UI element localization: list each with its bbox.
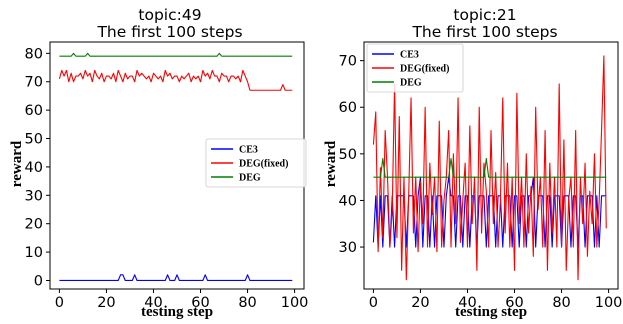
x-tick-label: 40 (458, 295, 476, 311)
y-tick-label: 30 (25, 188, 43, 204)
y-tick-label: 40 (339, 193, 357, 209)
series-line-ce3 (59, 274, 293, 282)
legend: CE3 DEG(fixed) DEG (205, 138, 307, 188)
chart-subtitle: The first 100 steps (96, 23, 242, 41)
y-tick-label: 60 (25, 103, 43, 119)
y-tick-label: 40 (25, 160, 43, 176)
legend-label: DEG(fixed) (400, 64, 449, 75)
x-tick-label: 100 (595, 295, 623, 311)
plot-area: 0 20 40 60 80 100 0 10 20 30 40 50 60 70 80 CE3 DEG(fixe… (25, 41, 309, 311)
legend-label: DEG(fixed) (239, 159, 288, 170)
x-tick-label: 80 (238, 295, 256, 311)
x-tick-label: 80 (552, 295, 570, 311)
series-line-deg-fixed (372, 55, 607, 281)
chart-panel-topic-49: topic:49 The first 100 steps 0 20 40 60 80 10… (9, 6, 308, 320)
x-tick-label: 20 (97, 295, 115, 311)
y-tick-label: 0 (34, 273, 43, 289)
series-line-deg-fixed (58, 69, 293, 91)
x-axis-label: testing step (141, 304, 213, 320)
x-tick-label: 60 (191, 295, 209, 311)
y-tick-label: 80 (25, 46, 43, 62)
legend: CE3 DEG(fixed) DEG (366, 43, 464, 93)
chart-panel-topic-21: topic:21 The first 100 steps 0 20 40 60 80 10… (323, 6, 622, 320)
y-axis-label: reward (323, 140, 339, 187)
y-tick-label: 30 (339, 240, 357, 256)
y-tick-label: 50 (25, 132, 43, 148)
legend-label: DEG (400, 78, 422, 89)
legend-box (205, 138, 307, 188)
y-axis-label: reward (9, 140, 25, 187)
chart-title: topic:21 (453, 6, 516, 24)
y-tick-label: 10 (25, 245, 43, 261)
x-tick-label: 40 (144, 295, 162, 311)
legend-label: CE3 (400, 50, 419, 61)
chart-subtitle: The first 100 steps (411, 23, 557, 41)
legend-label: CE3 (239, 145, 258, 156)
x-tick-label: 60 (505, 295, 523, 311)
y-tick-label: 20 (25, 217, 43, 233)
y-tick-label: 50 (339, 147, 357, 163)
plot-area: 0 20 40 60 80 100 30 40 50 60 70 CE3 DEG(fixed) DEG (339, 41, 623, 311)
x-tick-label: 20 (411, 295, 429, 311)
x-axis-label: testing step (455, 304, 527, 320)
series-line-deg (59, 52, 293, 57)
legend-box (366, 43, 464, 93)
series-line-deg (373, 157, 607, 178)
x-tick-label: 0 (369, 295, 378, 311)
chart-title: topic:49 (138, 6, 201, 24)
y-tick-label: 70 (339, 54, 357, 70)
x-tick-label: 100 (281, 295, 309, 311)
legend-label: DEG (239, 173, 261, 184)
axes-frame (363, 41, 619, 290)
y-tick-label: 60 (339, 100, 357, 116)
y-tick-label: 70 (25, 75, 43, 91)
x-tick-label: 0 (55, 295, 64, 311)
